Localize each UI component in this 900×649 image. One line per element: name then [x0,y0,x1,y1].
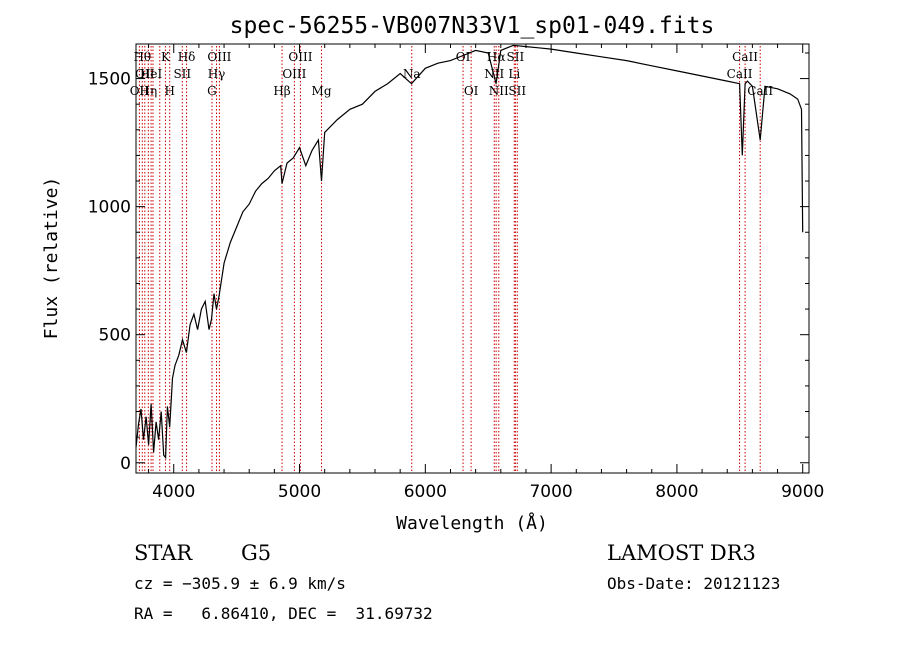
spectral-line-label-11: G [207,84,217,98]
subclass: G5 [241,541,271,565]
chart-title: spec-56255-VB007N33V1_sp01-049.fits [230,13,715,39]
spectral-line-labels: OIIHθOIIHηHeIKHSIIHδGHγOIIIHβOIIIOIIIMgN… [130,50,774,98]
spectral-line-label-10: Hδ [178,50,196,64]
spectral-line-markers [138,46,761,473]
x-tick-label-5000: 5000 [278,482,321,502]
y-tick-label-0: 0 [120,454,131,474]
survey-name: LAMOST DR3 [607,541,756,565]
spectral-line-label-12: Hγ [208,67,226,81]
x-tick-label-4000: 4000 [152,482,195,502]
plot-frame [135,43,810,474]
y-tick-label-500: 500 [99,326,131,346]
spectral-line-label-13: OIII [207,50,231,64]
spectral-line-label-0: OII [130,84,150,98]
spectral-line-label-23: NII [489,84,509,98]
spectral-line-label-2: OII [135,67,155,81]
y-tick-label-1000: 1000 [88,198,131,218]
spectral-line-label-14: Hβ [273,84,290,98]
spectral-line-label-17: Mg [312,84,332,98]
spectral-line-label-7: K [161,50,171,64]
y-axis-label: Flux (relative) [41,177,62,340]
flux-series-line [135,44,804,460]
spectral-line-label-24: Li [508,67,520,81]
y-axis: 0 500 1000 1500 [88,52,809,474]
spectral-line-label-16: OIII [288,50,312,64]
y-tick-label-1500: 1500 [88,70,131,90]
x-axis-label: Wavelength (Å) [396,512,548,534]
x-tick-label-7000: 7000 [529,482,572,502]
spectral-line-label-27: CaII [727,67,753,81]
spectral-line-label-4: HeI [140,67,163,81]
spectral-line-label-8: H [164,84,174,98]
spectral-line-label-26: SII [508,84,526,98]
coordinates-readout: RA = 6.86410, DEC = 31.69732 [134,604,433,623]
x-tick-label-8000: 8000 [655,482,698,502]
x-tick-label-9000: 9000 [781,482,824,502]
spectral-line-label-28: CaII [732,50,758,64]
spectral-line-label-3: Hη [139,84,157,98]
spectral-line-label-15: OIII [282,67,306,81]
spectral-line-label-20: OI [464,84,479,98]
object-class: STAR [134,541,193,565]
spectral-line-label-21: NII [484,67,504,81]
spectral-line-label-18: Na [403,67,421,81]
observation-date: Obs-Date: 20121123 [607,574,780,593]
x-tick-label-6000: 6000 [404,482,447,502]
x-axis: 4000 5000 6000 7000 8000 9000 [148,44,824,502]
spectral-line-label-9: SII [173,67,191,81]
spectral-line-label-25: SII [507,50,525,64]
spectral-line-label-29: CaII [747,84,773,98]
redshift-readout: cz = −305.9 ± 6.9 km/s [134,574,346,593]
spectral-line-label-1: Hθ [133,50,151,64]
